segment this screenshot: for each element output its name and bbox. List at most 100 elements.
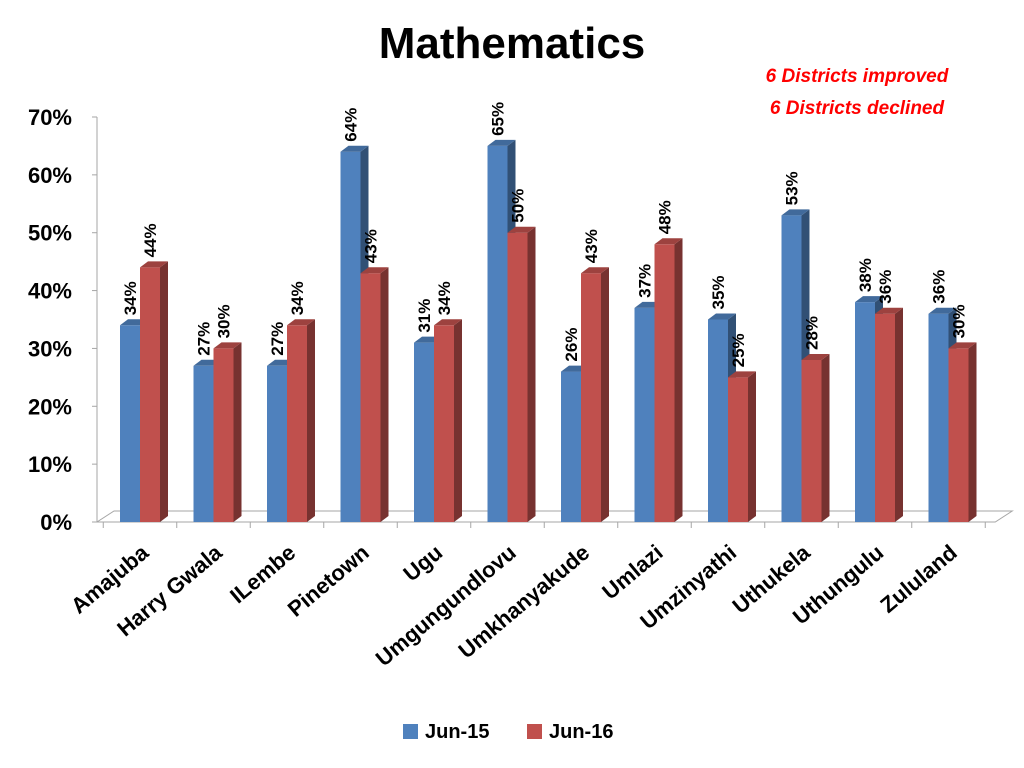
data-label: 34% — [121, 281, 140, 315]
bar-Jun-16-Harry Gwala — [213, 342, 242, 522]
bar-front — [267, 365, 287, 522]
bar-top — [781, 209, 810, 216]
bar-front — [634, 307, 655, 522]
bar-side — [968, 342, 977, 522]
legend-label: Jun-15 — [425, 721, 489, 743]
bar-top — [875, 307, 903, 314]
data-label: 38% — [856, 258, 875, 292]
bar-side — [233, 342, 242, 522]
bar-side — [601, 267, 609, 522]
bar-side — [895, 307, 903, 522]
bar-front — [801, 360, 822, 522]
bar-front — [928, 313, 949, 522]
bar-front — [414, 342, 434, 522]
data-label: 36% — [876, 270, 895, 304]
y-tick-label: 20% — [28, 394, 72, 419]
annotation-improved: 6 Districts improved — [766, 66, 949, 87]
bar-Jun-16-Umgungundlovu — [507, 226, 536, 522]
bar-Jun-16-Uthukela — [801, 354, 830, 522]
bar-side — [307, 319, 315, 522]
bar-Jun-16-Uthungulu — [875, 307, 903, 522]
x-category-label: Ugu — [398, 540, 447, 587]
data-label: 43% — [582, 229, 601, 263]
data-label: 64% — [342, 108, 361, 142]
bar-side — [821, 354, 830, 522]
y-tick-label: 10% — [28, 452, 72, 477]
data-label: 35% — [709, 275, 728, 309]
data-label: 28% — [803, 316, 822, 350]
x-category-label: Zululand — [875, 540, 961, 618]
data-label: 31% — [415, 299, 434, 333]
bar-top — [654, 238, 683, 245]
bar-top — [213, 342, 242, 349]
data-label: 36% — [930, 270, 949, 304]
data-label: 30% — [950, 304, 969, 338]
annotation-declined: 6 Districts declined — [770, 98, 945, 119]
bar-Jun-16-Umzinyathi — [728, 371, 756, 522]
y-tick-label: 0% — [40, 510, 72, 535]
bar-front — [434, 325, 454, 522]
bar-front — [948, 348, 969, 522]
bar-side — [454, 319, 462, 522]
data-label: 50% — [509, 189, 528, 223]
y-tick-label: 50% — [28, 221, 72, 246]
bar-front — [360, 273, 381, 522]
bar-Jun-16-Umkhanyakude — [581, 267, 609, 522]
data-label: 48% — [656, 200, 675, 234]
bar-front — [781, 215, 802, 522]
bar-top — [140, 261, 168, 268]
bar-side — [160, 261, 168, 522]
data-label: 53% — [783, 171, 802, 205]
x-category-label: Pinetown — [283, 540, 374, 622]
bar-side — [380, 267, 389, 522]
bar-front — [875, 313, 895, 522]
bar-Jun-16-Umlazi — [654, 238, 683, 523]
bar-top — [855, 296, 883, 303]
x-category-label: Umkhanyakude — [454, 540, 595, 664]
bar-front — [855, 302, 875, 522]
data-label: 34% — [435, 281, 454, 315]
bar-front — [193, 365, 214, 522]
bar-Jun-16-Amajuba — [140, 261, 168, 522]
bar-top — [507, 226, 536, 233]
data-label: 30% — [215, 304, 234, 338]
bar-top — [360, 267, 389, 274]
data-label: 65% — [489, 102, 508, 136]
bar-front — [507, 232, 528, 522]
data-label: 25% — [729, 333, 748, 367]
bar-top — [801, 354, 830, 360]
bar-Jun-16-Pinetown — [360, 267, 389, 522]
legend-swatch-Jun-16 — [527, 724, 542, 739]
bar-side — [527, 226, 536, 522]
data-label: 27% — [268, 322, 287, 356]
bar-top — [487, 139, 516, 146]
data-label: 26% — [562, 328, 581, 362]
bar-front — [340, 151, 361, 522]
legend: Jun-15 Jun-16 — [403, 721, 613, 743]
bar-front — [561, 371, 581, 522]
bar-Jun-16-Zululand — [948, 342, 977, 522]
plot-area: 0%10%20%30%40%50%60%70%34%44%Amajuba27%3… — [28, 102, 1014, 671]
bar-top — [434, 319, 462, 326]
bar-top — [581, 267, 609, 274]
bar-front — [581, 273, 601, 522]
bar-side — [674, 238, 683, 523]
y-tick-label: 60% — [28, 163, 72, 188]
data-label: 44% — [141, 223, 160, 257]
bar-front — [728, 377, 748, 522]
y-tick-label: 40% — [28, 279, 72, 304]
bar-front — [708, 319, 728, 522]
bar-top — [728, 371, 756, 378]
y-tick-label: 30% — [28, 336, 72, 361]
bar-side — [748, 371, 756, 522]
bar-front — [140, 267, 160, 522]
bar-front — [654, 244, 675, 523]
bar-Jun-16-ILembe — [287, 319, 315, 522]
legend-swatch-Jun-15 — [403, 724, 418, 739]
legend-label: Jun-16 — [549, 721, 613, 743]
data-label: 37% — [636, 264, 655, 298]
bar-top — [948, 342, 977, 349]
y-tick-label: 70% — [28, 105, 72, 130]
data-label: 34% — [288, 281, 307, 315]
